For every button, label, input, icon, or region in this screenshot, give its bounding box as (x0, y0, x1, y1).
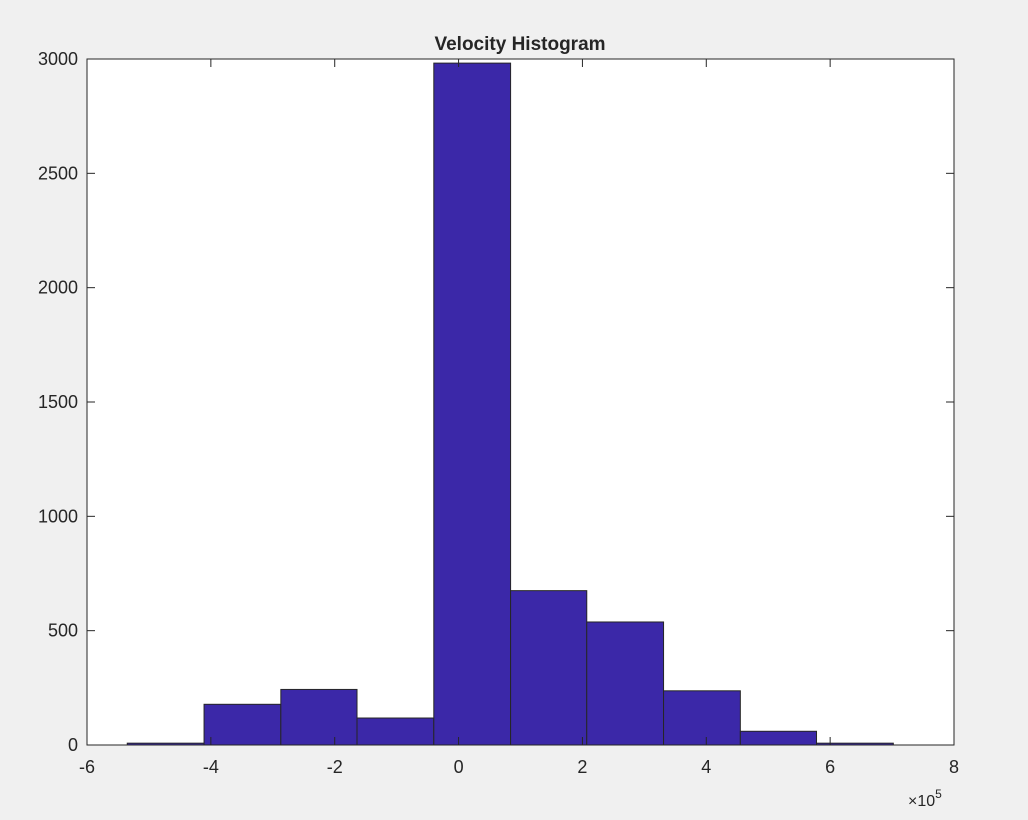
y-ticks-group: 0 500 1000 1500 2000 2500 3000 (38, 49, 954, 755)
x-exponent-base: ×10 (908, 793, 935, 810)
histogram-bar (356, 717, 435, 746)
y-tick-label: 500 (48, 621, 78, 641)
chart-title: Velocity Histogram (434, 34, 605, 55)
y-tick-label: 2000 (38, 278, 78, 298)
x-exponent-label: ×105 (908, 787, 942, 810)
histogram-bar (280, 688, 358, 746)
y-tick-label: 2500 (38, 163, 78, 183)
x-tick-label: -6 (79, 757, 95, 777)
histogram-bar (203, 703, 282, 746)
histogram-bar (433, 62, 512, 746)
bars-group (126, 62, 894, 746)
y-tick-label: 3000 (38, 49, 78, 69)
x-tick-label: 0 (454, 757, 464, 777)
y-tick-label: 0 (68, 735, 78, 755)
histogram-bar (586, 621, 665, 746)
x-tick-label: -4 (203, 757, 219, 777)
x-tick-label: 6 (825, 757, 835, 777)
y-tick-label: 1000 (38, 506, 78, 526)
x-tick-label: -2 (327, 757, 343, 777)
histogram-bar (663, 690, 741, 746)
x-tick-label: 4 (701, 757, 711, 777)
histogram-bar (510, 590, 588, 746)
x-tick-label: 2 (577, 757, 587, 777)
x-ticks-group: -6 -4 -2 0 2 4 6 8 (79, 59, 959, 777)
histogram-bar (739, 730, 818, 746)
y-tick-label: 1500 (38, 392, 78, 412)
x-exponent-power: 5 (935, 787, 942, 801)
x-tick-label: 8 (949, 757, 959, 777)
